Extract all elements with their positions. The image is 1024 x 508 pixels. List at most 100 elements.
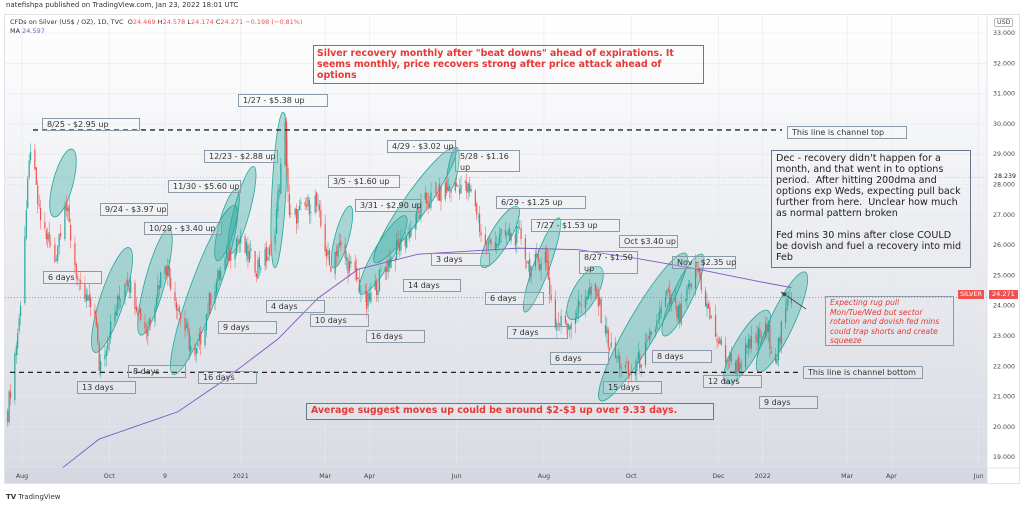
move-label[interactable]: Oct $3.40 up xyxy=(619,235,678,248)
candle-body xyxy=(158,285,160,290)
candle-body xyxy=(776,358,778,365)
ma-label[interactable]: MA xyxy=(10,27,21,35)
time-axis[interactable]: Aug Oct 9 2021 Mar Apr Jun Aug Oct Dec 2022 Mar Apr J… xyxy=(16,473,984,480)
candle-body xyxy=(667,288,669,291)
change-value: −0.198 (−0.81%) xyxy=(245,18,303,26)
duration-label[interactable]: 6 days xyxy=(43,271,102,284)
move-label[interactable]: 11/30 - $5.60 up xyxy=(168,180,241,193)
crosshair-price-tag: 28.239 xyxy=(993,173,1018,180)
time-tick-label: Aug xyxy=(538,473,550,480)
candle-body xyxy=(95,316,97,326)
candle-body xyxy=(94,309,96,318)
duration-label[interactable]: 6 days xyxy=(485,292,544,305)
candle-body xyxy=(295,208,298,224)
candle-body xyxy=(594,284,597,292)
move-highlight-ellipse xyxy=(661,253,705,337)
candle-body xyxy=(290,213,292,215)
title-note[interactable]: Silver recovery monthly after "beat down… xyxy=(313,45,704,84)
candle-body xyxy=(388,259,391,268)
move-label[interactable]: 7/27 - $1.53 up xyxy=(531,219,620,232)
move-label[interactable]: 9/24 - $3.97 up xyxy=(100,203,168,216)
duration-label[interactable]: 9 days xyxy=(759,396,818,409)
candle-body xyxy=(740,364,742,368)
symbol-name[interactable]: CFDs on Silver (US$ / OZ), 1D, TVC xyxy=(10,18,124,26)
candle-body xyxy=(215,281,218,293)
candle-body xyxy=(567,323,569,330)
move-label[interactable]: Nov - $2.35 up xyxy=(672,256,736,269)
ma-value: 24.597 xyxy=(22,27,45,35)
candle-body xyxy=(434,189,436,191)
candle-body xyxy=(646,339,648,342)
price-tick-label: 26.000 xyxy=(993,242,1015,249)
channel-bottom-label[interactable]: This line is channel bottom xyxy=(803,366,923,379)
candle-body xyxy=(509,228,511,240)
candle-body xyxy=(577,299,579,313)
candle-body xyxy=(165,265,168,276)
duration-label[interactable]: 12 days xyxy=(703,375,762,388)
candle-body xyxy=(779,337,781,343)
candle-body xyxy=(67,207,69,212)
move-label[interactable]: 3/31 - $2.90 up xyxy=(355,199,422,212)
candle-body xyxy=(657,322,659,324)
candle-body xyxy=(544,251,546,263)
duration-label[interactable]: 16 days xyxy=(366,330,425,343)
candle-body xyxy=(384,267,386,272)
average-note[interactable]: Average suggest moves up could be around… xyxy=(306,403,714,420)
duration-label[interactable]: 8 days xyxy=(128,365,186,378)
candle-body xyxy=(108,338,110,341)
move-label[interactable]: 8/27 - $1.50 up xyxy=(579,251,638,274)
move-label[interactable]: 3/5 - $1.60 up xyxy=(328,175,400,188)
candle-body xyxy=(157,285,159,299)
candle-body xyxy=(656,320,658,330)
duration-label[interactable]: 16 days xyxy=(198,371,257,384)
duration-label[interactable]: 4 days xyxy=(266,300,325,313)
candle-body xyxy=(90,297,92,307)
candle-body xyxy=(786,298,788,310)
candle-body xyxy=(504,230,506,236)
candle-body xyxy=(234,252,236,260)
candle-body xyxy=(356,267,358,280)
duration-label[interactable]: 9 days xyxy=(218,321,277,334)
move-label[interactable]: 1/27 - $5.38 up xyxy=(238,94,328,107)
candle-body xyxy=(386,268,388,273)
duration-label[interactable]: 10 days xyxy=(310,314,369,327)
move-label[interactable]: 6/29 - $1.25 up xyxy=(496,196,586,209)
move-label[interactable]: 8/25 - $2.95 up xyxy=(42,118,140,131)
duration-label[interactable]: 13 days xyxy=(77,381,136,394)
candle-body xyxy=(35,167,37,185)
candle-body xyxy=(244,236,246,253)
channel-top-label[interactable]: This line is channel top xyxy=(787,126,907,139)
move-label[interactable]: 12/23 - $2.88 up xyxy=(204,150,278,163)
expecting-note[interactable]: Expecting rug pull Mon/Tue/Wed but secto… xyxy=(825,296,954,346)
dec-note[interactable]: Dec - recovery didn't happen for a month… xyxy=(771,150,971,268)
candle-body xyxy=(619,355,621,369)
candle-body xyxy=(696,263,698,268)
candle-body xyxy=(494,241,496,250)
duration-label[interactable]: 15 days xyxy=(603,381,662,394)
candle-body xyxy=(519,228,521,229)
price-axis[interactable]: 33.000 32.000 31.000 30.000 29.000 28.000 27.0… xyxy=(993,30,1015,461)
candle-body xyxy=(694,263,697,289)
last-price-tag: 24.271 xyxy=(989,290,1018,299)
currency-button[interactable]: USD xyxy=(994,18,1014,27)
move-label[interactable]: 5/28 - $1.16 up xyxy=(455,150,520,172)
candle-body xyxy=(7,411,9,423)
duration-label[interactable]: 8 days xyxy=(652,350,712,363)
footer-brand[interactable]: TV TradingView xyxy=(6,493,61,501)
move-label[interactable]: 4/29 - $3.02 up xyxy=(387,140,456,153)
price-tick-label: 25.000 xyxy=(993,272,1015,279)
candle-body xyxy=(609,347,611,350)
move-label[interactable]: 10/29 - $3.40 up xyxy=(144,222,222,235)
candle-body xyxy=(195,348,198,354)
duration-label[interactable]: 14 days xyxy=(403,279,461,292)
candle-body xyxy=(190,346,192,352)
duration-label[interactable]: 3 days xyxy=(431,253,490,266)
candle-body xyxy=(500,229,502,235)
candle-body xyxy=(300,202,302,204)
candle-body xyxy=(790,297,792,304)
candle-body xyxy=(744,344,747,368)
duration-label[interactable]: 6 days xyxy=(550,352,609,365)
candle-body xyxy=(546,248,548,264)
duration-label[interactable]: 7 days xyxy=(507,326,568,339)
